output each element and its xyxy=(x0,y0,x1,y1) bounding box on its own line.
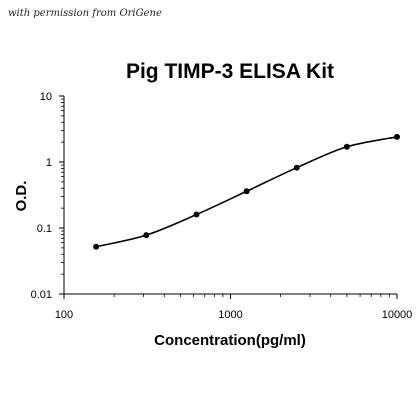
y-tick-label: 1 xyxy=(46,157,52,169)
axes xyxy=(59,95,398,299)
x-axis-title: Concentration(pg/ml) xyxy=(154,332,306,349)
data-point xyxy=(343,143,350,150)
y-tick-label: 0.1 xyxy=(37,223,52,235)
x-tick-label: 1000 xyxy=(218,309,242,321)
y-tick-label: 10 xyxy=(40,91,52,103)
data-point xyxy=(143,232,150,239)
data-point xyxy=(193,211,200,218)
data-point xyxy=(293,164,300,171)
data-points xyxy=(93,133,400,250)
data-point xyxy=(93,243,100,250)
chart-title: Pig TIMP-3 ELISA Kit xyxy=(125,60,335,83)
x-tick-label: 100 xyxy=(55,309,73,321)
data-point xyxy=(243,188,250,195)
x-tick-label: 10000 xyxy=(382,309,413,321)
attribution-text: with permission from OriGene xyxy=(8,8,162,19)
data-point xyxy=(394,133,400,140)
y-tick-label: 0.01 xyxy=(31,289,52,301)
y-axis-title: O.D. xyxy=(13,181,30,212)
